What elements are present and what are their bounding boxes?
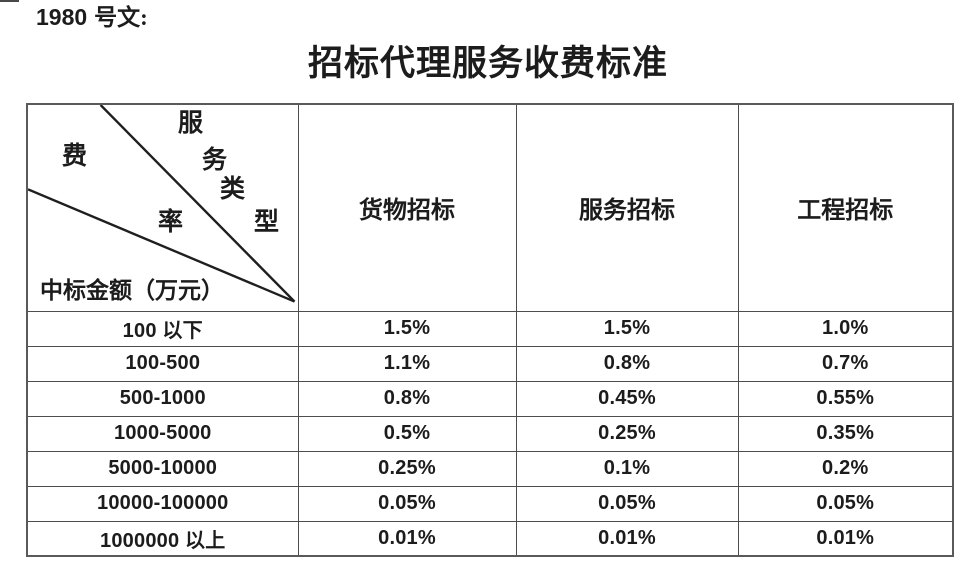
amount-range-cell: 100 以下	[26, 310, 299, 347]
goods-rate-cell: 0.8%	[297, 380, 517, 417]
services-rate-cell: 0.01%	[515, 520, 739, 557]
works-rate-cell: 0.35%	[737, 415, 954, 452]
fee-rate-label-char: 费	[62, 143, 88, 170]
goods-rate-cell: 1.5%	[297, 310, 517, 347]
goods-rate-cell: 0.05%	[297, 485, 517, 522]
table-row: 500-1000 0.8% 0.45% 0.55%	[26, 380, 954, 417]
services-rate-cell: 0.8%	[515, 345, 739, 382]
amount-range-cell: 5000-10000	[26, 450, 299, 487]
goods-rate-cell: 0.25%	[297, 450, 517, 487]
bid-amount-axis-label: 中标金额（万元）	[40, 278, 224, 303]
fee-rate-label-char: 率	[158, 209, 184, 236]
goods-rate-cell: 1.1%	[297, 345, 517, 382]
column-header-works: 工程招标	[737, 103, 954, 312]
amount-range-cell: 10000-100000	[26, 485, 299, 522]
table-header-row: 服 费 务 类 率 型 中标金额（万元） 货物招标 服务招标 工程招标	[26, 103, 954, 312]
diagonal-split-lines	[28, 105, 296, 303]
service-type-label-char: 服	[178, 110, 204, 137]
table-row: 100-500 1.1% 0.8% 0.7%	[26, 345, 954, 382]
goods-rate-cell: 0.5%	[297, 415, 517, 452]
column-header-services: 服务招标	[515, 103, 739, 312]
services-rate-cell: 0.45%	[515, 380, 739, 417]
services-rate-cell: 1.5%	[515, 310, 739, 347]
goods-rate-cell: 0.01%	[297, 520, 517, 557]
works-rate-cell: 0.2%	[737, 450, 954, 487]
page-title: 招标代理服务收费标准	[307, 44, 668, 83]
services-rate-cell: 0.1%	[515, 450, 739, 487]
amount-range-cell: 100-500	[26, 345, 299, 382]
services-rate-cell: 0.05%	[515, 485, 739, 522]
document-number-suffix: 号文:	[94, 5, 148, 30]
service-type-label-char: 务	[202, 147, 228, 174]
fee-standard-table: 服 费 务 类 率 型 中标金额（万元） 货物招标 服务招标 工程招标 100 …	[26, 103, 954, 557]
column-header-goods: 货物招标	[297, 103, 517, 312]
service-type-label-char: 类	[220, 176, 246, 203]
works-rate-cell: 0.05%	[737, 485, 954, 522]
works-rate-cell: 0.01%	[737, 520, 954, 557]
works-rate-cell: 0.55%	[737, 380, 954, 417]
works-rate-cell: 0.7%	[737, 345, 954, 382]
services-rate-cell: 0.25%	[515, 415, 739, 452]
document-number: 1980	[36, 4, 88, 30]
table-row: 1000-5000 0.5% 0.25% 0.35%	[26, 415, 954, 452]
amount-range-cell: 1000000 以上	[26, 520, 299, 557]
service-type-label-char: 型	[254, 209, 280, 236]
table-row: 100 以下 1.5% 1.5% 1.0%	[26, 310, 954, 347]
screen-edge-artifact	[0, 0, 19, 2]
diagonal-header-cell: 服 费 务 类 率 型 中标金额（万元）	[26, 103, 299, 312]
document-number-line: 1980 号文:	[36, 5, 148, 30]
table-row: 5000-10000 0.25% 0.1% 0.2%	[26, 450, 954, 487]
amount-range-cell: 1000-5000	[26, 415, 299, 452]
amount-range-cell: 500-1000	[26, 380, 299, 417]
table-row: 10000-100000 0.05% 0.05% 0.05%	[26, 485, 954, 522]
table-row: 1000000 以上 0.01% 0.01% 0.01%	[26, 520, 954, 557]
works-rate-cell: 1.0%	[737, 310, 954, 347]
